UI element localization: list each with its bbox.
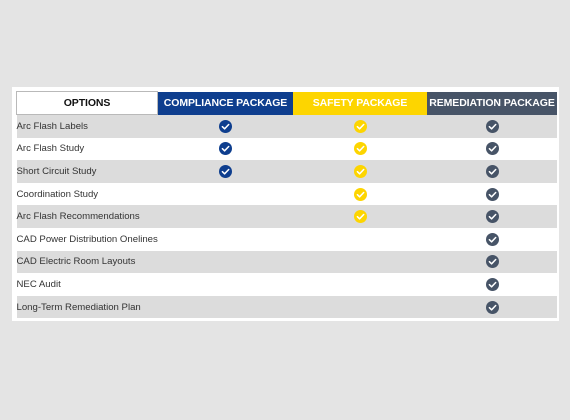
table-row: NEC Audit: [16, 273, 557, 296]
compliance-cell: [157, 273, 293, 296]
compliance-package-header: COMPLIANCE PACKAGE: [157, 91, 293, 115]
checkmark-circle-icon: [485, 119, 499, 133]
checkmark-circle-icon: [485, 164, 499, 178]
table-row: Coordination Study: [16, 182, 557, 206]
option-label: Arc Flash Labels: [16, 114, 158, 138]
option-label: Long-Term Remediation Plan: [16, 295, 158, 319]
remediation-cell: [427, 295, 557, 319]
table-row: Short Circuit Study: [16, 160, 557, 183]
remediation-cell: [427, 160, 557, 183]
compliance-cell: [157, 182, 293, 206]
safety-package-header: SAFETY PACKAGE: [293, 91, 427, 115]
option-label: Coordination Study: [16, 182, 158, 206]
checkmark-circle-icon: [485, 300, 499, 314]
compliance-cell: [157, 160, 293, 183]
remediation-cell: [427, 182, 557, 206]
checkmark-circle-icon: [485, 277, 499, 291]
checkmark-circle-icon: [353, 210, 367, 224]
remediation-package-header: REMEDIATION PACKAGE: [427, 91, 557, 115]
option-label: Arc Flash Recommendations: [16, 205, 158, 228]
table-row: CAD Electric Room Layouts: [16, 250, 557, 274]
table-row: Arc Flash Recommendations: [16, 205, 557, 228]
remediation-cell: [427, 227, 557, 251]
option-label: CAD Electric Room Layouts: [16, 250, 158, 274]
table-row: Arc Flash Study: [16, 137, 557, 161]
option-label: CAD Power Distribution Onelines: [16, 227, 158, 251]
safety-cell: [293, 205, 427, 228]
options-column-header: OPTIONS: [16, 91, 158, 115]
option-label: NEC Audit: [16, 273, 158, 296]
compliance-cell: [157, 295, 293, 319]
safety-cell: [293, 250, 427, 274]
remediation-cell: [427, 250, 557, 274]
checkmark-circle-icon: [485, 187, 499, 201]
compliance-cell: [157, 114, 293, 138]
safety-cell: [293, 182, 427, 206]
checkmark-circle-icon: [353, 164, 367, 178]
safety-cell: [293, 114, 427, 138]
comparison-card: OPTIONS COMPLIANCE PACKAGE SAFETY PACKAG…: [12, 87, 559, 321]
checkmark-circle-icon: [353, 142, 367, 156]
compliance-cell: [157, 137, 293, 161]
checkmark-circle-icon: [485, 210, 499, 224]
table-row: CAD Power Distribution Onelines: [16, 227, 557, 251]
compliance-cell: [157, 250, 293, 274]
table-row: Arc Flash Labels: [16, 114, 557, 138]
checkmark-circle-icon: [485, 232, 499, 246]
checkmark-circle-icon: [353, 187, 367, 201]
option-label: Short Circuit Study: [16, 160, 158, 183]
checkmark-circle-icon: [218, 164, 232, 178]
safety-cell: [293, 227, 427, 251]
safety-cell: [293, 160, 427, 183]
package-comparison-table: OPTIONS COMPLIANCE PACKAGE SAFETY PACKAG…: [16, 91, 557, 319]
table-body: Arc Flash Labels Arc Flash Study Short Cir…: [16, 114, 557, 319]
compliance-cell: [157, 227, 293, 251]
checkmark-circle-icon: [218, 142, 232, 156]
table-header-row: OPTIONS COMPLIANCE PACKAGE SAFETY PACKAG…: [16, 91, 557, 115]
checkmark-circle-icon: [353, 119, 367, 133]
safety-cell: [293, 273, 427, 296]
checkmark-circle-icon: [485, 255, 499, 269]
remediation-cell: [427, 137, 557, 161]
safety-cell: [293, 137, 427, 161]
safety-cell: [293, 295, 427, 319]
compliance-cell: [157, 205, 293, 228]
remediation-cell: [427, 273, 557, 296]
table-row: Long-Term Remediation Plan: [16, 295, 557, 319]
checkmark-circle-icon: [218, 119, 232, 133]
remediation-cell: [427, 205, 557, 228]
checkmark-circle-icon: [485, 142, 499, 156]
remediation-cell: [427, 114, 557, 138]
option-label: Arc Flash Study: [16, 137, 158, 161]
